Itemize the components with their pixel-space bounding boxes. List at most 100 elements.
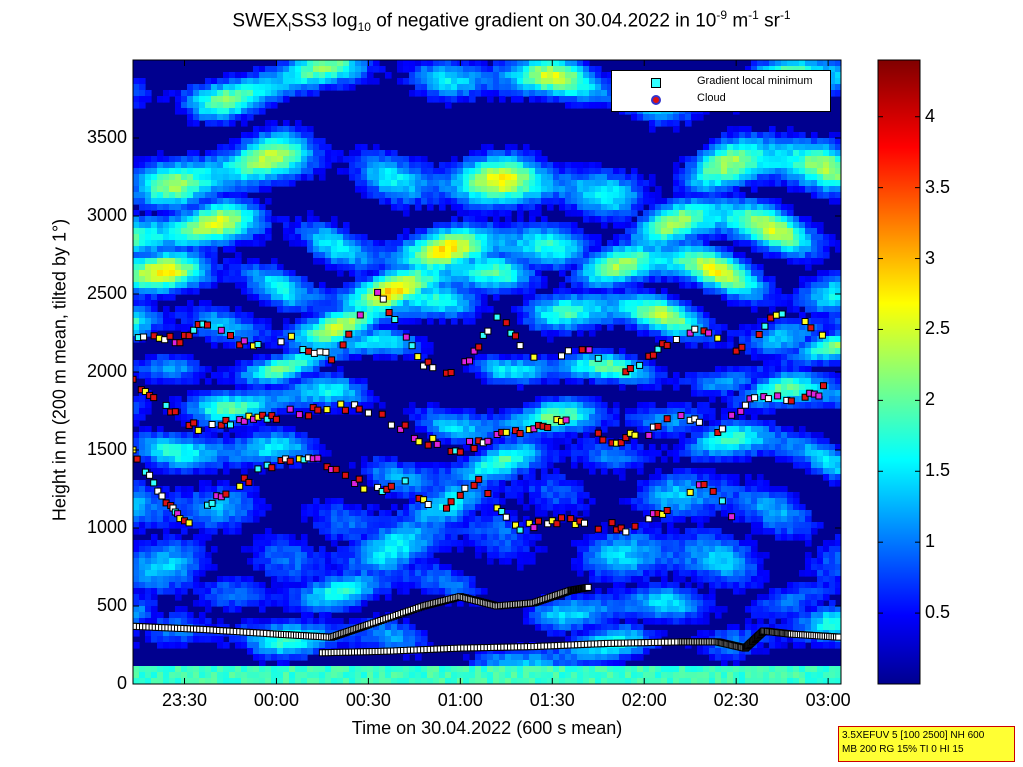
heatmap-cell xyxy=(151,600,158,607)
heatmap-cell xyxy=(499,78,506,85)
heatmap-cell xyxy=(559,402,566,409)
heatmap-cell xyxy=(451,174,458,181)
heatmap-cell xyxy=(313,234,320,241)
heatmap-cell xyxy=(475,588,482,595)
heatmap-cell xyxy=(211,258,218,265)
heatmap-cell xyxy=(373,312,380,319)
heatmap-cell xyxy=(463,270,470,277)
heatmap-cell xyxy=(439,528,446,535)
heatmap-cell xyxy=(283,294,290,301)
heatmap-cell xyxy=(253,450,260,457)
heatmap-cell xyxy=(295,642,302,649)
heatmap-cell xyxy=(253,330,260,337)
heatmap-cell xyxy=(385,558,392,565)
heatmap-cell xyxy=(421,168,428,175)
heatmap-cell xyxy=(349,282,356,289)
heatmap-cell xyxy=(427,528,434,535)
heatmap-cell xyxy=(517,456,524,463)
heatmap-cell xyxy=(265,300,272,307)
heatmap-cell xyxy=(139,102,146,109)
heatmap-cell xyxy=(523,432,530,439)
heatmap-cell xyxy=(301,354,308,361)
heatmap-cell xyxy=(163,438,170,445)
heatmap-cell xyxy=(235,162,242,169)
heatmap-cell xyxy=(379,66,386,73)
heatmap-cell xyxy=(349,378,356,385)
heatmap-cell xyxy=(307,504,314,511)
heatmap-cell xyxy=(481,282,488,289)
heatmap-cell xyxy=(367,66,374,73)
heatmap-cell xyxy=(217,210,224,217)
heatmap-cell xyxy=(523,354,530,361)
heatmap-cell xyxy=(295,396,302,403)
heatmap-cell xyxy=(337,618,344,625)
heatmap-cell xyxy=(175,252,182,259)
heatmap-cell xyxy=(235,516,242,523)
heatmap-cell xyxy=(151,582,158,589)
heatmap-cell xyxy=(271,138,278,145)
heatmap-cell xyxy=(259,366,266,373)
heatmap-cell xyxy=(355,396,362,403)
heatmap-cell xyxy=(151,510,158,517)
heatmap-cell xyxy=(409,624,416,631)
heatmap-cell xyxy=(487,558,494,565)
heatmap-cell xyxy=(217,582,224,589)
heatmap-cell xyxy=(205,438,212,445)
heatmap-cell xyxy=(265,342,272,349)
heatmap-cell xyxy=(451,246,458,253)
heatmap-cell xyxy=(283,336,290,343)
heatmap-cell xyxy=(439,540,446,547)
heatmap-cell xyxy=(259,600,266,607)
heatmap-cell xyxy=(337,252,344,259)
heatmap-cell xyxy=(193,582,200,589)
heatmap-cell xyxy=(145,678,152,684)
heatmap-cell xyxy=(385,624,392,631)
heatmap-cell xyxy=(457,96,464,103)
heatmap-cell xyxy=(553,300,560,307)
heatmap-cell xyxy=(253,540,260,547)
heatmap-cell xyxy=(487,426,494,433)
heatmap-cell xyxy=(493,150,500,157)
heatmap-cell xyxy=(229,576,236,583)
heatmap-cell xyxy=(151,306,158,313)
heatmap-cell xyxy=(403,330,410,337)
heatmap-cell xyxy=(307,306,314,313)
heatmap-cell xyxy=(211,210,218,217)
heatmap-cell xyxy=(409,270,416,277)
heatmap-cell xyxy=(397,582,404,589)
heatmap-cell xyxy=(139,222,146,229)
heatmap-cell xyxy=(259,66,266,73)
heatmap-cell xyxy=(241,678,248,684)
heatmap-cell xyxy=(217,618,224,625)
heatmap-cell xyxy=(367,390,374,397)
heatmap-cell xyxy=(307,600,314,607)
heatmap-cell xyxy=(439,546,446,553)
heatmap-cell xyxy=(247,336,254,343)
heatmap-cell xyxy=(457,258,464,265)
heatmap-cell xyxy=(139,498,146,505)
heatmap-cell xyxy=(379,456,386,463)
heatmap-cell xyxy=(475,156,482,163)
heatmap-cell xyxy=(385,462,392,469)
heatmap-cell xyxy=(187,156,194,163)
heatmap-cell xyxy=(505,648,512,655)
heatmap-cell xyxy=(265,384,272,391)
heatmap-cell xyxy=(463,66,470,73)
heatmap-cell xyxy=(229,528,236,535)
heatmap-cell xyxy=(451,492,458,499)
heatmap-cell xyxy=(217,486,224,493)
heatmap-cell xyxy=(535,306,542,313)
heatmap-cell xyxy=(193,228,200,235)
heatmap-cell xyxy=(163,588,170,595)
heatmap-cell xyxy=(535,402,542,409)
heatmap-cell xyxy=(451,204,458,211)
heatmap-cell xyxy=(271,582,278,589)
heatmap-cell xyxy=(409,282,416,289)
heatmap-cell xyxy=(487,156,494,163)
heatmap-cell xyxy=(553,420,560,427)
heatmap-cell xyxy=(517,180,524,187)
heatmap-cell xyxy=(397,666,404,673)
heatmap-cell xyxy=(349,636,356,643)
heatmap-cell xyxy=(247,408,254,415)
heatmap-cell xyxy=(235,210,242,217)
